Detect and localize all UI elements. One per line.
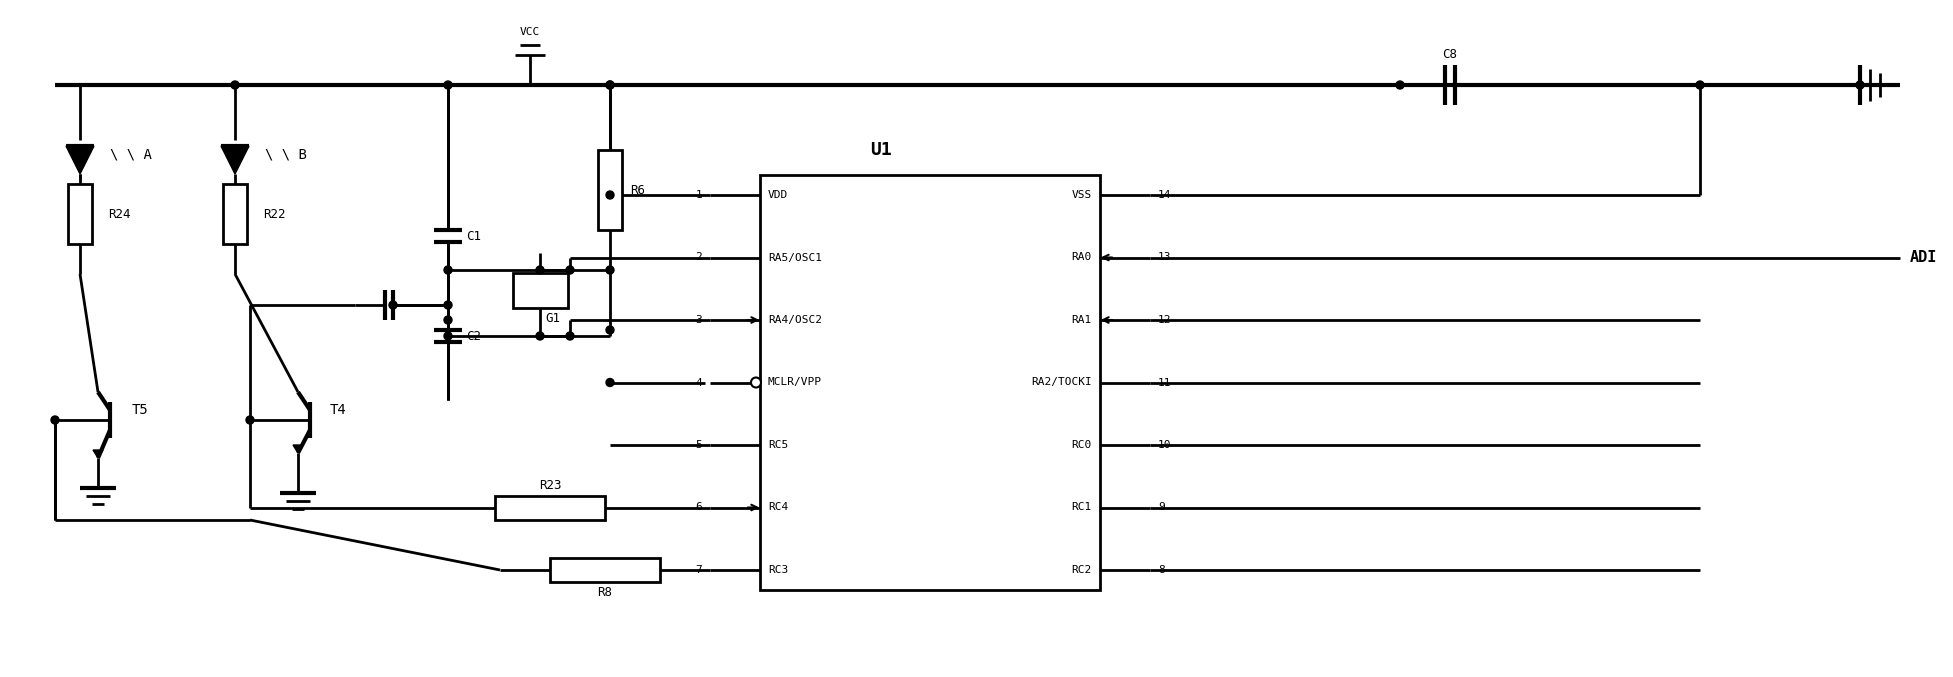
Circle shape xyxy=(605,326,613,334)
Text: C8: C8 xyxy=(1443,49,1457,62)
Text: R24: R24 xyxy=(107,207,131,221)
Text: RC0: RC0 xyxy=(1072,440,1092,450)
Text: RA1: RA1 xyxy=(1072,315,1092,325)
Circle shape xyxy=(443,316,451,324)
Text: RC4: RC4 xyxy=(768,502,789,512)
Text: T4: T4 xyxy=(330,403,346,417)
Circle shape xyxy=(389,301,396,309)
Text: VCC: VCC xyxy=(519,27,541,37)
Text: R22: R22 xyxy=(264,207,285,221)
Text: 4: 4 xyxy=(695,378,701,387)
Text: \ \ A: \ \ A xyxy=(109,148,152,162)
Bar xyxy=(551,558,660,582)
Text: 3: 3 xyxy=(695,315,701,325)
Circle shape xyxy=(605,378,613,387)
Polygon shape xyxy=(221,146,248,174)
Circle shape xyxy=(443,301,451,309)
Circle shape xyxy=(535,332,545,340)
Bar xyxy=(514,273,568,308)
Bar xyxy=(760,175,1100,590)
Text: C2: C2 xyxy=(467,330,480,343)
Circle shape xyxy=(443,81,451,89)
Text: RC2: RC2 xyxy=(1072,565,1092,575)
Circle shape xyxy=(752,378,762,387)
Circle shape xyxy=(605,81,613,89)
Text: \ \ B: \ \ B xyxy=(266,148,307,162)
Text: R6: R6 xyxy=(631,183,644,196)
Bar xyxy=(68,184,92,244)
Circle shape xyxy=(605,191,613,199)
Text: 11: 11 xyxy=(1158,378,1172,387)
Text: VDD: VDD xyxy=(768,190,789,200)
Circle shape xyxy=(566,266,574,274)
Text: RC1: RC1 xyxy=(1072,502,1092,512)
Text: 2: 2 xyxy=(695,253,701,263)
Text: 5: 5 xyxy=(695,440,701,450)
Text: 10: 10 xyxy=(1158,440,1172,450)
Text: ADI: ADI xyxy=(1910,250,1937,265)
Circle shape xyxy=(230,81,238,89)
Text: VSS: VSS xyxy=(1072,190,1092,200)
Circle shape xyxy=(1396,81,1404,89)
Circle shape xyxy=(535,266,545,274)
Text: 12: 12 xyxy=(1158,315,1172,325)
Text: U1: U1 xyxy=(869,141,893,159)
Text: RA2/TOCKI: RA2/TOCKI xyxy=(1031,378,1092,387)
Polygon shape xyxy=(66,146,94,174)
Text: 7: 7 xyxy=(695,565,701,575)
Text: RA0: RA0 xyxy=(1072,253,1092,263)
Text: 9: 9 xyxy=(1158,502,1164,512)
Text: T5: T5 xyxy=(131,403,148,417)
Text: 1: 1 xyxy=(695,190,701,200)
Circle shape xyxy=(1855,81,1863,89)
Circle shape xyxy=(1695,81,1705,89)
Circle shape xyxy=(246,416,254,424)
Bar xyxy=(223,184,246,244)
Text: RA4/OSC2: RA4/OSC2 xyxy=(768,315,822,325)
Circle shape xyxy=(443,266,451,274)
Text: RC3: RC3 xyxy=(768,565,789,575)
Text: 14: 14 xyxy=(1158,190,1172,200)
Text: R23: R23 xyxy=(539,479,561,492)
Text: G1: G1 xyxy=(545,311,561,324)
Text: C1: C1 xyxy=(467,230,480,242)
Text: MCLR/VPP: MCLR/VPP xyxy=(768,378,822,387)
Bar xyxy=(598,150,621,230)
Text: 13: 13 xyxy=(1158,253,1172,263)
Circle shape xyxy=(605,266,613,274)
Circle shape xyxy=(605,81,613,89)
Text: RA5/OSC1: RA5/OSC1 xyxy=(768,253,822,263)
Circle shape xyxy=(51,416,59,424)
Text: 6: 6 xyxy=(695,502,701,512)
Bar xyxy=(494,496,605,519)
Polygon shape xyxy=(293,445,303,453)
Circle shape xyxy=(566,332,574,340)
Polygon shape xyxy=(94,450,104,458)
Text: R8: R8 xyxy=(598,586,613,598)
Circle shape xyxy=(443,332,451,340)
Text: 8: 8 xyxy=(1158,565,1164,575)
Text: RC5: RC5 xyxy=(768,440,789,450)
